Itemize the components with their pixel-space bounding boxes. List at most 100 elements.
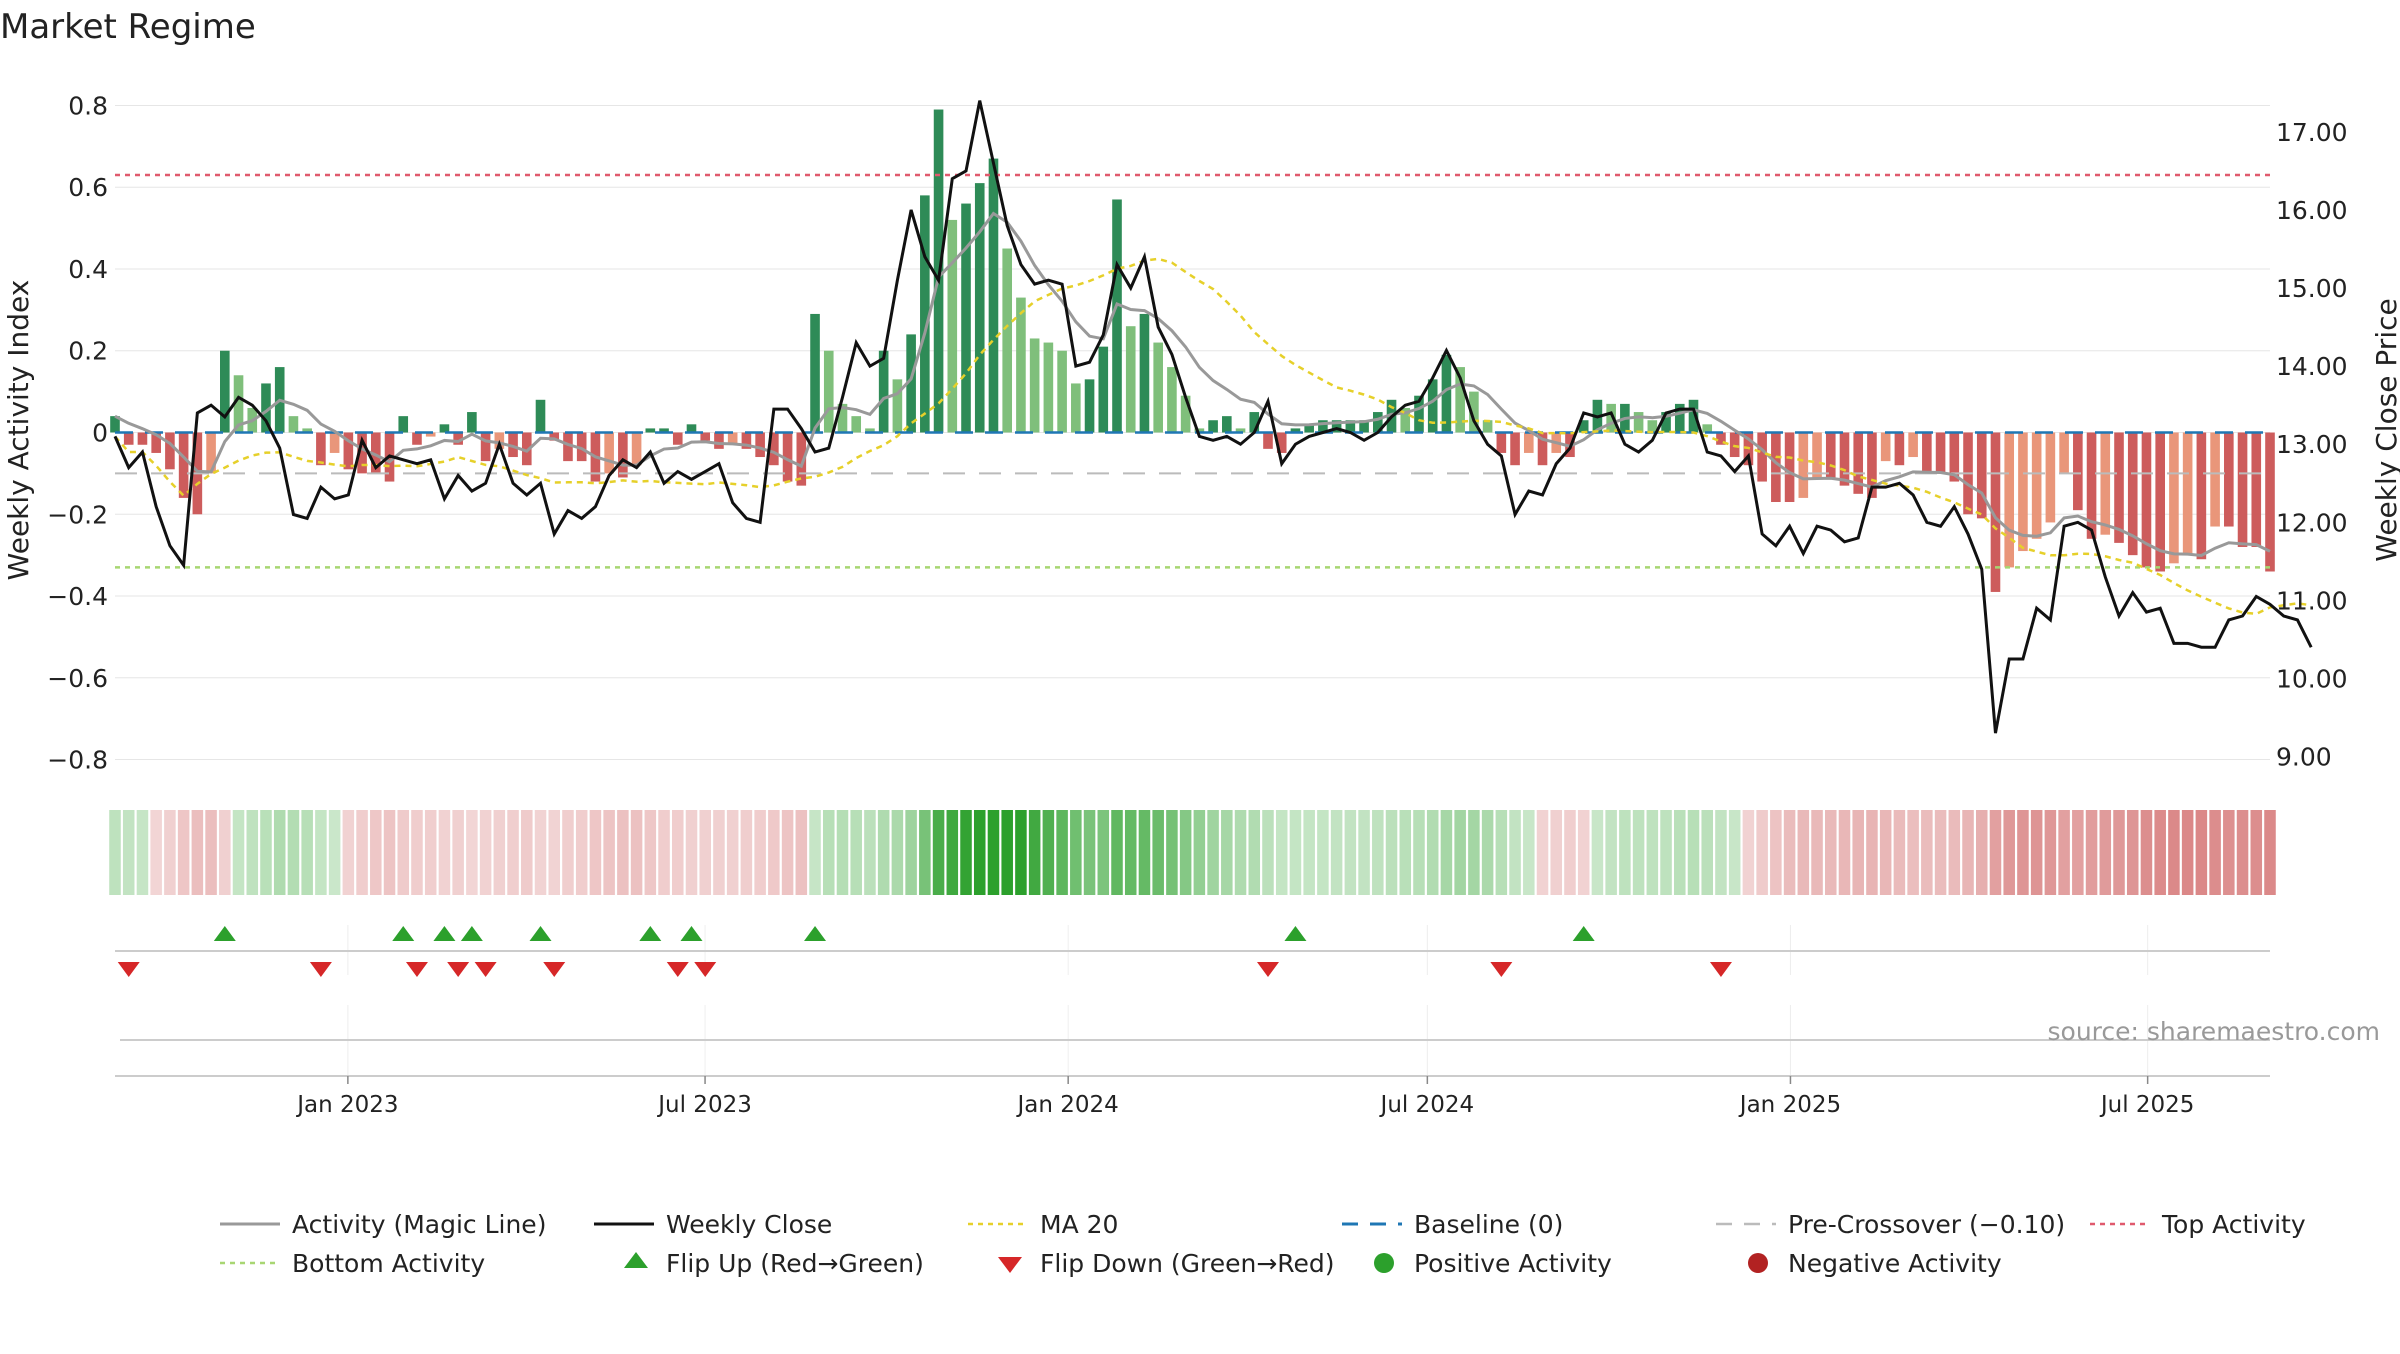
regime-cell xyxy=(1523,810,1535,895)
x-tick-label: Jan 2025 xyxy=(1738,1092,1841,1118)
legend-label: Weekly Close xyxy=(666,1210,832,1239)
regime-cell xyxy=(177,810,190,895)
flip-down-marker xyxy=(474,962,497,977)
left-tick-label: −0.2 xyxy=(47,500,108,529)
regime-cell xyxy=(1440,810,1453,895)
regime-cell xyxy=(2017,810,2029,895)
activity-bar xyxy=(782,432,793,482)
activity-bar xyxy=(1496,432,1507,453)
regime-cell xyxy=(946,810,959,895)
regime-cell xyxy=(2044,810,2057,895)
regime-cell xyxy=(122,810,135,895)
activity-bar xyxy=(974,183,985,433)
regime-cell xyxy=(2126,810,2139,895)
flip-down-marker xyxy=(447,962,470,977)
activity-bar xyxy=(1469,391,1479,433)
activity-bar xyxy=(288,416,299,433)
activity-bar xyxy=(165,432,175,470)
regime-cell xyxy=(891,810,904,895)
legend-label: Flip Up (Red→Green) xyxy=(666,1249,924,1278)
activity-bar xyxy=(1414,395,1424,433)
regime-cell xyxy=(521,810,533,895)
regime-cell xyxy=(603,810,615,895)
regime-cell xyxy=(836,810,849,895)
activity-bar xyxy=(2155,432,2165,572)
regime-cell xyxy=(672,810,684,895)
activity-bar xyxy=(1880,432,1891,462)
regime-cell xyxy=(932,810,945,895)
regime-cell xyxy=(2264,810,2276,895)
right-axis-label: Weekly Close Price xyxy=(2370,298,2400,561)
regime-cell xyxy=(2209,810,2221,895)
legend: Activity (Magic Line) Weekly Close MA 20 Ba… xyxy=(220,1210,2306,1278)
regime-cell xyxy=(905,810,917,895)
activity-bar xyxy=(412,432,422,445)
flip-up-marker xyxy=(433,926,456,941)
activity-bar xyxy=(1908,432,1918,458)
regime-cell xyxy=(452,810,464,895)
regime-cell xyxy=(1797,810,1810,895)
activity-bar xyxy=(631,432,642,466)
legend-label: Pre-Crossover (−0.10) xyxy=(1788,1210,2065,1239)
flip-up-marker xyxy=(1572,926,1595,941)
regime-cell xyxy=(781,810,794,895)
regime-cell xyxy=(507,810,519,895)
regime-cell xyxy=(1166,810,1178,895)
regime-cell xyxy=(809,810,821,895)
activity-bar xyxy=(178,432,189,498)
activity-bar xyxy=(1235,428,1246,433)
activity-bar xyxy=(1098,346,1109,433)
left-tick-label: 0.4 xyxy=(68,255,108,284)
activity-bar xyxy=(1729,432,1740,458)
legend-label: Flip Down (Green→Red) xyxy=(1040,1249,1335,1278)
regime-cell xyxy=(1632,810,1645,895)
regime-cell xyxy=(2168,810,2180,895)
regime-cell xyxy=(1879,810,1892,895)
regime-cell xyxy=(1083,810,1096,895)
activity-bar xyxy=(2182,432,2193,556)
legend-label: Bottom Activity xyxy=(292,1249,485,1278)
regime-cell xyxy=(1907,810,1919,895)
regime-cell xyxy=(1975,810,1988,895)
activity-bar xyxy=(302,428,312,433)
activity-bar xyxy=(865,428,875,433)
regime-cell xyxy=(1330,810,1343,895)
regime-cell xyxy=(1124,810,1137,895)
regime-cell xyxy=(1248,810,1261,895)
regime-cell xyxy=(1756,810,1768,895)
lines-layer xyxy=(113,100,2313,734)
x-axis: Jan 2023 Jul 2023 Jan 2024 Jul 2024 Jan 2025… xyxy=(295,1076,2194,1118)
activity-bar xyxy=(700,432,711,441)
activity-bar xyxy=(1894,432,1905,466)
legend-label: MA 20 xyxy=(1040,1210,1118,1239)
regime-cell xyxy=(1385,810,1398,895)
activity-bar xyxy=(1674,403,1685,433)
regime-cell xyxy=(973,810,986,895)
regime-cell xyxy=(1715,810,1727,895)
activity-bar xyxy=(439,424,450,433)
regime-cell xyxy=(260,810,272,895)
activity-bar xyxy=(1400,407,1411,433)
activity-bar xyxy=(1290,428,1301,433)
activity-bar xyxy=(1825,432,1836,478)
activity-bar xyxy=(1990,432,2001,592)
legend-negative-marker xyxy=(1748,1253,1768,1273)
activity-bar xyxy=(1578,420,1589,433)
activity-bar xyxy=(1455,367,1465,433)
x-tick-label: Jan 2023 xyxy=(295,1092,398,1118)
regime-cell xyxy=(301,810,313,895)
regime-cell xyxy=(1303,810,1315,895)
flip-up-marker xyxy=(460,926,483,941)
activity-bar xyxy=(1922,432,1932,474)
regime-cell xyxy=(919,810,931,895)
activity-bar xyxy=(2141,432,2152,568)
activity-bar xyxy=(755,432,765,458)
bottom-panel xyxy=(115,1039,2270,1077)
legend-label: Top Activity xyxy=(2161,1210,2306,1239)
regime-cell xyxy=(699,810,711,895)
activity-bar xyxy=(727,432,738,445)
activity-bar xyxy=(110,416,120,433)
flip-down-marker xyxy=(543,962,566,977)
regime-cell xyxy=(2154,810,2166,895)
flip-down-marker xyxy=(405,962,428,977)
